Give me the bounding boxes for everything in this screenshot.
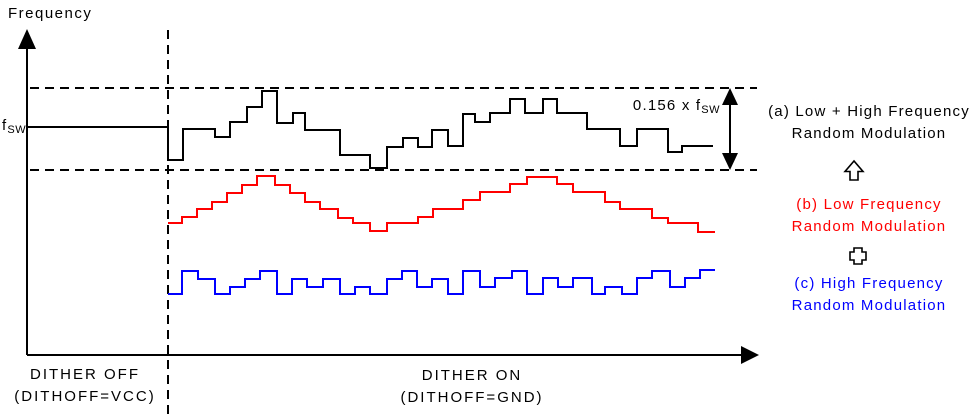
deviation-arrow-up-head-icon bbox=[722, 88, 738, 105]
legend-b-line2: Random Modulation bbox=[791, 218, 947, 235]
legend-c-line2: Random Modulation bbox=[791, 297, 947, 314]
legend-a-line2: Random Modulation bbox=[791, 125, 947, 142]
legend-c-high-frequency-modulation: (c) High Frequency Random Modulation bbox=[762, 273, 976, 317]
legend-plus-icon bbox=[849, 247, 867, 265]
waveform-high-frequency-modulation bbox=[168, 269, 715, 295]
legend-b-low-frequency-modulation: (b) Low Frequency Random Modulation bbox=[762, 194, 976, 238]
deviation-annotation: 0.156 x fSW bbox=[620, 95, 720, 121]
legend-c-line1: (c) High Frequency bbox=[794, 275, 944, 292]
legend-up-arrow-icon bbox=[843, 159, 865, 181]
deviation-subscript: SW bbox=[701, 104, 720, 116]
deviation-arrow-down-head-icon bbox=[722, 153, 738, 170]
dither-off-line1: DITHER OFF bbox=[30, 366, 140, 383]
waveform-low-frequency-modulation bbox=[168, 175, 715, 233]
dither-on-region-label: DITHER ON (DITHOFF=GND) bbox=[377, 365, 567, 409]
waveform-combined-modulation bbox=[28, 90, 713, 169]
fsw-axis-label: fSW bbox=[2, 115, 26, 141]
dither-on-line2: (DITHOFF=GND) bbox=[400, 389, 544, 406]
dither-off-line2: (DITHOFF=VCC) bbox=[14, 388, 156, 405]
legend-a-combined-modulation: (a) Low + High Frequency Random Modulati… bbox=[762, 101, 976, 145]
fsw-main: f bbox=[2, 117, 8, 134]
legend-a-line1: (a) Low + High Frequency bbox=[768, 103, 970, 120]
dither-off-region-label: DITHER OFF (DITHOFF=VCC) bbox=[5, 364, 165, 408]
legend-b-line1: (b) Low Frequency bbox=[796, 196, 942, 213]
deviation-span-arrow bbox=[722, 88, 738, 170]
dither-on-line1: DITHER ON bbox=[421, 367, 523, 384]
fsw-subscript: SW bbox=[7, 124, 27, 136]
y-axis-arrowhead-icon bbox=[18, 29, 36, 49]
deviation-text: 0.156 x f bbox=[632, 97, 702, 114]
x-axis-arrowhead-icon bbox=[741, 346, 759, 364]
y-axis-title: Frequency bbox=[8, 5, 93, 22]
